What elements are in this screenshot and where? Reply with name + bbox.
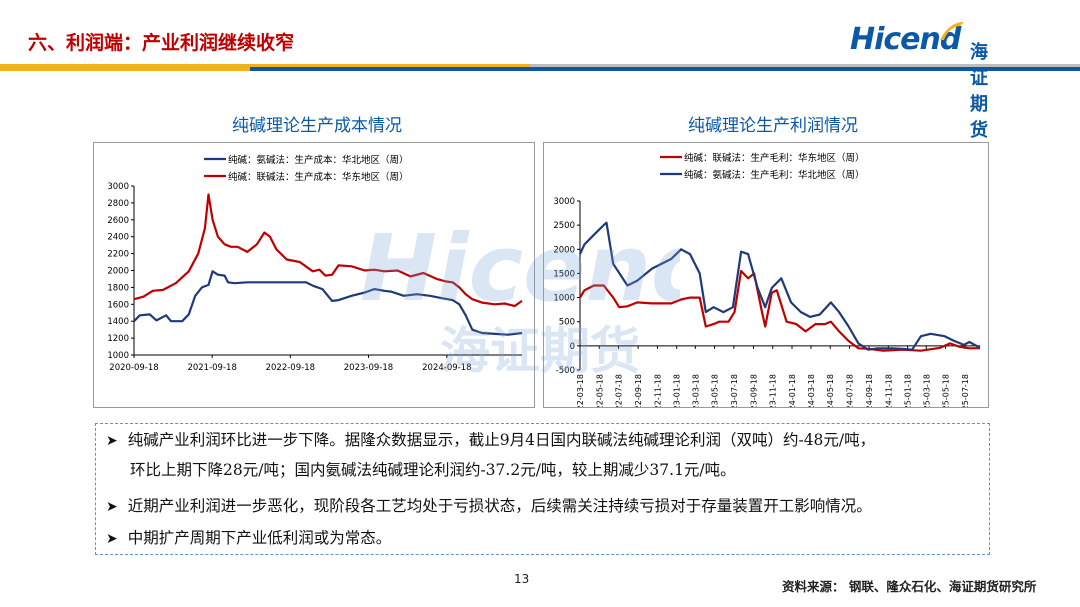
x-tick-label: 2024-11-18 xyxy=(884,374,893,407)
series-line-1 xyxy=(579,269,981,352)
x-tick-label: 2023-09-18 xyxy=(344,363,393,373)
legend-label-2: 纯碱：联碱法：生产成本：华东地区（周） xyxy=(228,171,409,183)
arrow-bullet-icon: ➤ xyxy=(106,499,118,515)
y-tick-label: -500 xyxy=(556,366,575,376)
x-tick-label: 2023-01-18 xyxy=(673,374,682,407)
y-tick-label: 2800 xyxy=(107,199,129,209)
x-tick-label: 2023-05-18 xyxy=(711,374,720,407)
y-tick-label: 2600 xyxy=(107,216,129,226)
logo-chinese-name: 海证期货 xyxy=(970,42,988,141)
page-number: 13 xyxy=(514,572,530,586)
y-tick-label: 2200 xyxy=(107,250,129,260)
bullet-3-line-1: 中期扩产周期下产业低利润或为常态。 xyxy=(127,529,392,547)
bullet-1-continued: 环比上期下降28元/吨；国内氨碱法纯碱理论利润约-37.2元/吨，较上期减少37… xyxy=(130,458,736,483)
bullet-1-line-1: 纯碱产业利润环比进一步下降。据隆众数据显示，截止9月4日国内联碱法纯碱理论利润（… xyxy=(127,431,876,449)
y-tick-label: 500 xyxy=(559,318,575,328)
x-tick-label: 2025-03-18 xyxy=(922,374,931,407)
bullet-3: ➤ 中期扩产周期下产业低利润或为常态。 xyxy=(106,526,391,552)
logo-swoosh-icon xyxy=(940,22,964,40)
x-tick-label: 2024-07-18 xyxy=(846,374,855,407)
y-tick-label: 1000 xyxy=(107,351,129,361)
data-source: 资料来源： 钢联、隆众石化、海证期货研究所 xyxy=(782,579,1037,594)
x-tick-label: 2022-05-18 xyxy=(595,374,604,407)
y-tick-label: 2000 xyxy=(553,245,575,255)
y-tick-label: 1800 xyxy=(107,283,129,293)
y-tick-label: 1200 xyxy=(107,334,129,344)
y-tick-label: 2400 xyxy=(107,233,129,243)
bullet-2: ➤ 近期产业利润进一步恶化，现阶段各工艺均处于亏损状态，后续需关注持续亏损对于存量… xyxy=(106,494,872,520)
x-tick-label: 2020-09-18 xyxy=(109,363,158,373)
y-tick-label: 1400 xyxy=(107,317,129,327)
series-line-2 xyxy=(133,193,523,308)
cost-chart: 1000 1200 1400 1600 1800 2000 2200 2400 2600 2800… xyxy=(107,154,523,373)
bullet-2-line-1: 近期产业利润进一步恶化，现阶段各工艺均处于亏损状态，后续需关注持续亏损对于存量装… xyxy=(127,497,872,515)
y-tick-label: 1000 xyxy=(553,294,575,304)
profit-chart: -500 0 500 1000 1500 2000 2500 3000 2022-03-18 20… xyxy=(553,152,981,407)
x-tick-label: 2025-01-18 xyxy=(904,374,913,407)
commentary-box: ➤ 纯碱产业利润环比进一步下降。据隆众数据显示，截止9月4日国内联碱法纯碱理论利润… xyxy=(95,423,990,555)
x-tick-label: 2022-09-18 xyxy=(634,374,643,407)
x-tick-label: 2024-09-18 xyxy=(422,363,471,373)
x-tick-label: 2023-07-18 xyxy=(730,374,739,407)
x-tick-label: 2022-03-18 xyxy=(576,374,585,407)
legend-label-1: 纯碱：氨碱法：生产成本：华北地区（周） xyxy=(228,154,409,166)
y-tick-label: 0 xyxy=(570,342,575,352)
x-tick-label: 2024-09-18 xyxy=(865,374,874,407)
x-tick-label: 2024-03-18 xyxy=(807,374,816,407)
x-tick-label: 2022-11-18 xyxy=(653,374,662,407)
x-tick-label: 2022-09-18 xyxy=(266,363,315,373)
bullet-1-line-2: 环比上期下降28元/吨；国内氨碱法纯碱理论利润约-37.2元/吨，较上期减少37… xyxy=(130,461,736,479)
legend-label-2: 纯碱：氨碱法：生产毛利：华北地区（周） xyxy=(684,169,865,181)
x-tick-label: 2024-01-18 xyxy=(788,374,797,407)
y-tick-label: 3000 xyxy=(553,197,575,207)
cost-chart-panel: 1000 1200 1400 1600 1800 2000 2200 2400 2600 2800… xyxy=(93,142,535,408)
x-tick-label: 2021-09-18 xyxy=(187,363,236,373)
x-tick-label: 2023-03-18 xyxy=(691,374,700,407)
x-tick-label: 2025-07-18 xyxy=(961,374,970,407)
arrow-bullet-icon: ➤ xyxy=(106,531,118,547)
y-tick-label: 2000 xyxy=(107,267,129,277)
arrow-bullet-icon: ➤ xyxy=(106,433,118,449)
bullet-1: ➤ 纯碱产业利润环比进一步下降。据隆众数据显示，截止9月4日国内联碱法纯碱理论利润… xyxy=(106,428,875,454)
chart-title-cost: 纯碱理论生产成本情况 xyxy=(232,116,402,136)
series-line-2 xyxy=(579,221,981,351)
profit-chart-panel: -500 0 500 1000 1500 2000 2500 3000 2022-03-18 20… xyxy=(543,142,989,408)
legend-label-1: 纯碱：联碱法：生产毛利：华东地区（周） xyxy=(684,152,865,164)
series-line-1 xyxy=(133,270,523,336)
y-tick-label: 1600 xyxy=(107,300,129,310)
header-bar-blue xyxy=(250,67,1080,71)
x-tick-label: 2024-05-18 xyxy=(826,374,835,407)
y-tick-label: 3000 xyxy=(107,182,129,192)
page-title: 六、利润端：产业利润继续收窄 xyxy=(28,32,295,54)
chart-title-profit: 纯碱理论生产利润情况 xyxy=(688,116,858,136)
y-tick-label: 2500 xyxy=(553,221,575,231)
x-tick-label: 2023-11-18 xyxy=(769,374,778,407)
x-tick-label: 2023-09-18 xyxy=(749,374,758,407)
x-tick-label: 2022-07-18 xyxy=(615,374,624,407)
y-tick-label: 1500 xyxy=(553,269,575,279)
x-tick-label: 2025-05-18 xyxy=(942,374,951,407)
